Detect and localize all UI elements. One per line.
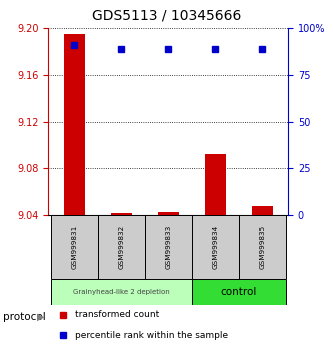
Bar (239, 215, 286, 279)
Bar (192, 279, 286, 306)
Text: Grainyhead-like 2 depletion: Grainyhead-like 2 depletion (73, 289, 169, 295)
Bar (204, 154, 226, 215)
Bar (192, 215, 239, 279)
Text: GSM999832: GSM999832 (118, 225, 124, 269)
Text: control: control (220, 287, 257, 297)
Text: GSM999831: GSM999831 (71, 225, 77, 269)
Bar (64, 34, 85, 215)
Text: transformed count: transformed count (75, 310, 159, 319)
Text: GDS5113 / 10345666: GDS5113 / 10345666 (92, 9, 241, 23)
Text: GSM999834: GSM999834 (212, 225, 218, 269)
Bar (145, 215, 192, 279)
Bar (98, 215, 145, 279)
Text: percentile rank within the sample: percentile rank within the sample (75, 331, 228, 339)
Text: protocol: protocol (3, 312, 46, 322)
Text: GSM999833: GSM999833 (165, 225, 171, 269)
Bar (158, 212, 179, 215)
Text: ▶: ▶ (37, 312, 45, 322)
Bar (252, 206, 273, 215)
Bar (111, 213, 132, 215)
Bar (51, 215, 98, 279)
Text: GSM999835: GSM999835 (259, 225, 265, 269)
Bar (51, 279, 192, 306)
